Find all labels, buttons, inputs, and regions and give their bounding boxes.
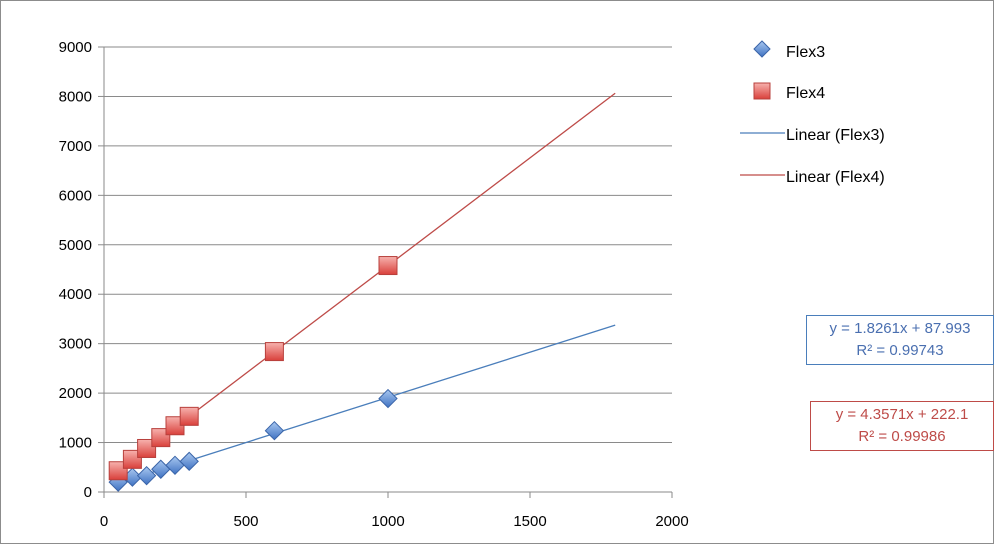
y-tick-label-0: 0	[84, 484, 92, 501]
y-tick-label-6000: 6000	[59, 187, 92, 204]
r-squared-text: R² = 0.99986	[858, 428, 946, 445]
data-markers	[108, 256, 398, 492]
flex3-point-6	[264, 420, 285, 441]
x-tick-label-0: 0	[100, 513, 108, 530]
flex4-point-3	[151, 428, 171, 448]
flex4-point-7	[378, 256, 398, 276]
flex3-point-2	[136, 465, 157, 486]
y-tick-label-3000: 3000	[59, 336, 92, 353]
x-tick-label-1000: 1000	[371, 513, 404, 530]
flex4-point-0	[108, 461, 128, 481]
flex3-point-4	[165, 455, 185, 476]
x-tick-label-1500: 1500	[513, 513, 546, 530]
equation-text: y = 4.3571x + 222.1	[835, 406, 969, 423]
trendline-flex4	[117, 92, 616, 471]
flex3-point-7	[378, 388, 398, 409]
flex3-point-5	[179, 451, 199, 472]
x-tick-label-500: 500	[233, 513, 258, 530]
y-tick-label-1000: 1000	[59, 435, 92, 452]
legend-label-linear-flex4: Linear (Flex4)	[786, 169, 885, 186]
legend-marker-flex4	[753, 82, 771, 100]
y-tick-label-8000: 8000	[59, 88, 92, 105]
y-tick-label-7000: 7000	[59, 138, 92, 155]
flex4-point-1	[122, 449, 142, 469]
trendlines	[117, 92, 616, 484]
legend-label-linear-flex3: Linear (Flex3)	[786, 127, 885, 144]
tick-labels: 0 1000 2000 3000 4000 5000 6000 7000 8000 9000 0 50…	[59, 39, 689, 530]
trendline-equation-flex3: y = 1.8261x + 87.993 R² = 0.99743	[806, 315, 994, 365]
flex4-point-2	[137, 438, 157, 458]
x-tick-label-2000: 2000	[655, 513, 688, 530]
trendline-flex3	[118, 324, 616, 484]
y-tick-label-9000: 9000	[59, 39, 92, 56]
gridlines	[104, 46, 672, 444]
legend-label-flex4: Flex4	[786, 85, 825, 102]
legend-marker-flex3	[753, 40, 771, 58]
legend: Flex3 Flex4 Linear (Flex3) Linear (Flex4)	[740, 40, 885, 186]
y-tick-label-4000: 4000	[59, 286, 92, 303]
flex4-point-6	[264, 342, 284, 362]
r-squared-text: R² = 0.99743	[856, 342, 944, 359]
trendline-equation-flex4: y = 4.3571x + 222.1 R² = 0.99986	[810, 401, 994, 451]
equation-text: y = 1.8261x + 87.993	[829, 320, 971, 337]
y-tick-label-5000: 5000	[59, 237, 92, 254]
axes	[98, 46, 673, 498]
y-tick-label-2000: 2000	[59, 385, 92, 402]
legend-label-flex3: Flex3	[786, 44, 825, 61]
flex4-point-5	[179, 406, 199, 426]
